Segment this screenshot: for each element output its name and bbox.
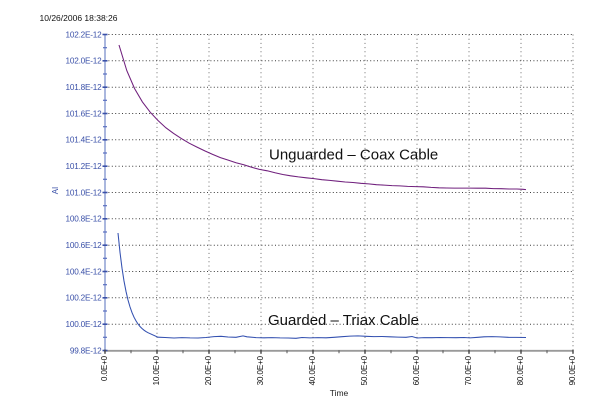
svg-text:AI: AI [51, 187, 60, 195]
svg-text:10.0E+0: 10.0E+0 [152, 355, 161, 385]
svg-text:101.4E-12: 101.4E-12 [66, 136, 103, 145]
svg-text:100.6E-12: 100.6E-12 [66, 241, 103, 250]
svg-text:30.0E+0: 30.0E+0 [256, 355, 265, 385]
svg-text:20.0E+0: 20.0E+0 [204, 355, 213, 385]
svg-text:100.2E-12: 100.2E-12 [66, 294, 103, 303]
svg-text:100.8E-12: 100.8E-12 [66, 215, 103, 224]
svg-text:70.0E+0: 70.0E+0 [464, 355, 473, 385]
svg-text:101.0E-12: 101.0E-12 [66, 188, 103, 197]
svg-text:0.0E+0: 0.0E+0 [100, 355, 109, 381]
svg-text:102.2E-12: 102.2E-12 [66, 30, 103, 39]
svg-text:Unguarded – Coax Cable: Unguarded – Coax Cable [269, 147, 438, 164]
svg-text:50.0E+0: 50.0E+0 [360, 355, 369, 385]
svg-text:80.0E+0: 80.0E+0 [516, 355, 525, 385]
svg-text:101.6E-12: 101.6E-12 [66, 109, 103, 118]
svg-text:10/26/2006 18:38:26: 10/26/2006 18:38:26 [40, 13, 118, 23]
svg-text:90.0E+0: 90.0E+0 [568, 355, 577, 385]
svg-text:101.2E-12: 101.2E-12 [66, 162, 103, 171]
svg-text:102.0E-12: 102.0E-12 [66, 57, 103, 66]
svg-text:60.0E+0: 60.0E+0 [412, 355, 421, 385]
svg-text:Guarded – Triax Cable: Guarded – Triax Cable [268, 312, 419, 329]
svg-text:99.8E-12: 99.8E-12 [70, 346, 102, 355]
svg-text:100.0E-12: 100.0E-12 [66, 320, 103, 329]
svg-text:100.4E-12: 100.4E-12 [66, 267, 103, 276]
svg-text:Time: Time [330, 388, 349, 398]
svg-text:40.0E+0: 40.0E+0 [308, 355, 317, 385]
svg-text:101.8E-12: 101.8E-12 [66, 83, 103, 92]
